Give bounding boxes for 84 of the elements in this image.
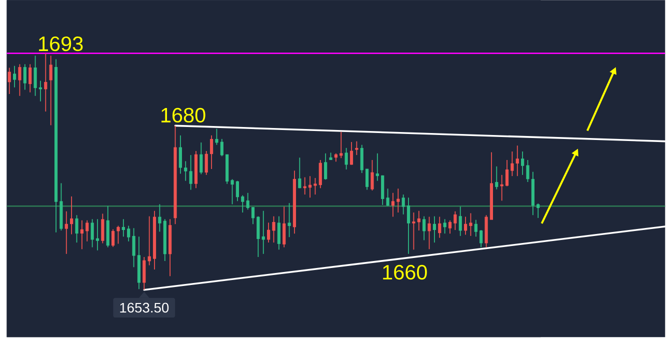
- candlestick: [521, 151, 524, 176]
- candlestick: [318, 160, 322, 189]
- candlestick: [210, 134, 214, 170]
- candlestick: [204, 150, 208, 176]
- candlestick: [127, 225, 130, 242]
- candlestick: [241, 194, 244, 213]
- candlestick: [158, 204, 162, 232]
- candlestick: [505, 160, 509, 187]
- candlestick: [86, 220, 89, 242]
- candlestick: [402, 194, 405, 215]
- candlestick: [132, 228, 136, 268]
- candlestick: [370, 160, 374, 191]
- candlestick: [184, 160, 188, 182]
- candlestick: [12, 65, 16, 88]
- candlestick: [314, 178, 317, 196]
- candlestick: [34, 55, 37, 96]
- candlestick: [96, 218, 100, 251]
- candlestick: [8, 67, 11, 94]
- candlestick: [49, 55, 52, 126]
- candlestick: [101, 213, 104, 244]
- candlestick: [360, 144, 364, 174]
- candlestick: [178, 134, 182, 174]
- candlestick: [510, 151, 514, 177]
- candlestick: [23, 64, 26, 90]
- candlestick: [412, 212, 416, 250]
- candlestick: [220, 138, 224, 157]
- candlestick: [142, 256, 146, 290]
- candlestick: [272, 216, 276, 244]
- candlestick: [480, 230, 483, 248]
- candlestick: [391, 192, 395, 218]
- candlestick: [251, 206, 255, 225]
- candlestick: [18, 64, 22, 96]
- candlestick: [44, 52, 48, 112]
- candlestick: [64, 210, 68, 254]
- candlestick: [324, 152, 328, 180]
- candlestick: [376, 152, 379, 182]
- candlestick: [298, 157, 302, 189]
- candlestick: [396, 188, 400, 213]
- candlestick: [386, 188, 390, 207]
- candlestick: [266, 222, 270, 244]
- candlestick: [464, 216, 468, 236]
- candlestick: [458, 206, 462, 236]
- candlestick: [454, 210, 457, 230]
- candlestick: [116, 225, 120, 244]
- candlestick: [526, 160, 530, 182]
- candlestick: [70, 196, 74, 235]
- candlestick: [344, 148, 348, 170]
- candlestick: [355, 140, 358, 156]
- candlestick: [282, 206, 286, 248]
- candlestick: [246, 192, 250, 210]
- candlestick: [200, 142, 203, 175]
- text: 1653.50: [120, 302, 169, 313]
- candlestick: [448, 220, 452, 234]
- candlestick: [28, 64, 32, 93]
- candlestick: [365, 168, 369, 190]
- annotation: 1660: [383, 264, 427, 280]
- candlestick: [474, 219, 478, 238]
- candlestick: [215, 128, 218, 146]
- candlestick: [432, 216, 436, 244]
- candlestick: [288, 202, 291, 238]
- candlestick: [406, 197, 410, 254]
- candlestick: [236, 180, 239, 202]
- candlestick: [350, 142, 354, 166]
- candlestick: [443, 218, 446, 234]
- candlestick: [90, 218, 94, 248]
- candlestick: [230, 178, 234, 205]
- candlestick: [256, 216, 260, 258]
- candlestick: [277, 216, 280, 250]
- text: 1693: [39, 36, 83, 52]
- candlestick: [340, 131, 343, 159]
- candlestick: [122, 218, 125, 238]
- candlestick: [381, 174, 384, 206]
- candlestick: [189, 154, 192, 190]
- candlestick: [38, 80, 42, 102]
- candlestick: [469, 212, 472, 236]
- candlestick: [428, 216, 431, 250]
- candlestick: [495, 166, 498, 190]
- candlestick: [422, 216, 426, 241]
- candlestick: [111, 228, 115, 248]
- candlestick: [75, 214, 78, 244]
- annotation: 1680: [162, 108, 206, 123]
- candlestick: [438, 216, 442, 238]
- candlestick: [516, 145, 519, 177]
- candlestick: [80, 220, 84, 250]
